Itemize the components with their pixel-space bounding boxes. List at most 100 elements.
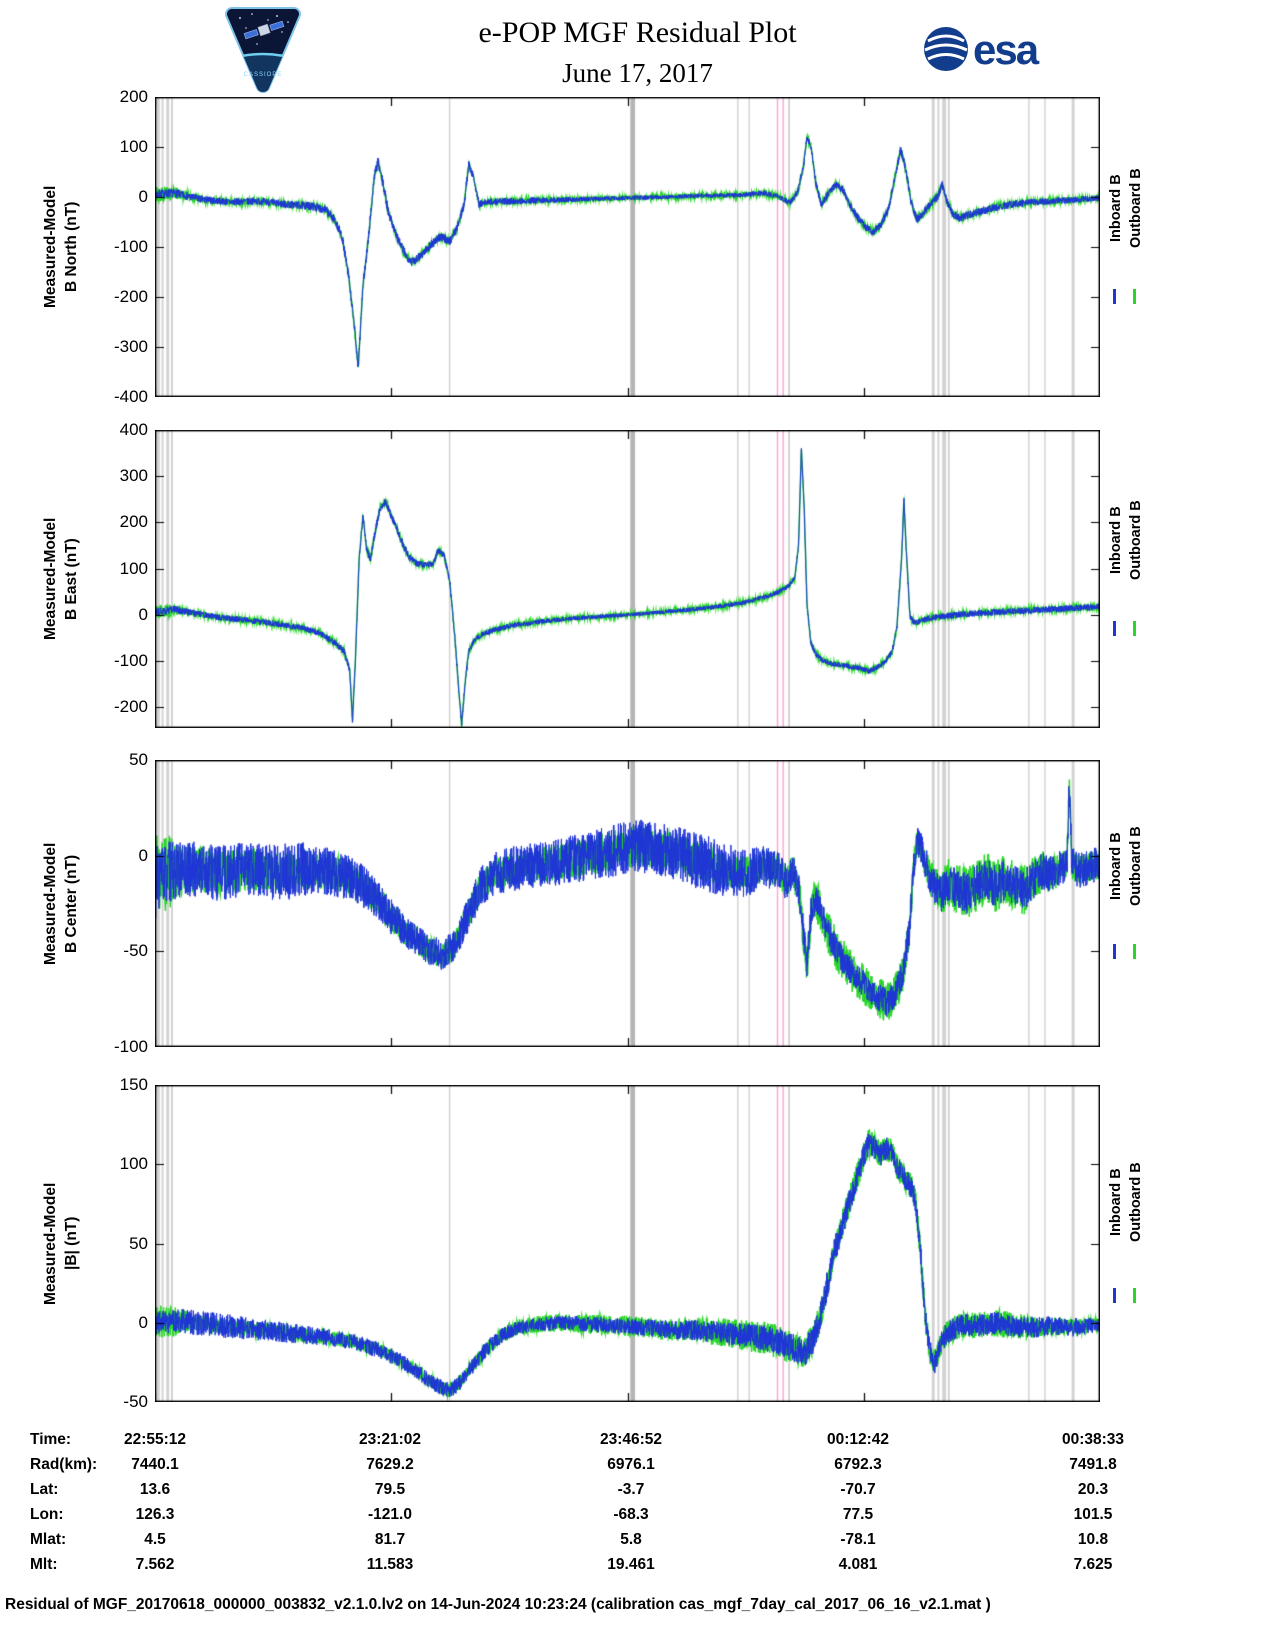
plot-canvas-3 — [155, 760, 1100, 1047]
footer-cell: 19.461 — [607, 1556, 655, 1573]
plot-canvas-1 — [155, 97, 1100, 397]
footer-cell: 5.8 — [620, 1531, 642, 1548]
footer-row-label-lat: Lat: — [30, 1481, 59, 1498]
y-tick-label: 200 — [119, 512, 148, 532]
y-axis-label-line: Measured-Model — [42, 185, 59, 309]
plot-panel-2 — [155, 430, 1100, 728]
y-tick-label: 100 — [119, 137, 148, 156]
y-axis-label: Measured-Model B East (nT) — [40, 430, 82, 728]
y-axis-label-line: B Center (nT) — [63, 854, 80, 953]
footer-row-label-radkm: Rad(km): — [30, 1456, 98, 1473]
legend-outboard-mark — [1133, 943, 1136, 959]
y-tick-label: 150 — [119, 1075, 148, 1094]
esa-wordmark: esa — [973, 26, 1040, 73]
footer-cell: 11.583 — [366, 1556, 414, 1573]
y-axis-label-line: B North (nT) — [63, 201, 80, 293]
y-tick-label: -50 — [123, 1392, 148, 1411]
legend-outboard-label: Outboard B — [1128, 500, 1144, 581]
legend-inboard-label: Inboard B — [1108, 174, 1124, 242]
y-tick-label: -100 — [113, 237, 148, 256]
legend-inboard-mark — [1113, 289, 1116, 304]
footer-cell: 00:38:33 — [1061, 1431, 1125, 1448]
cassiope-satellite-icon — [243, 20, 285, 40]
y-tick-label: 50 — [129, 1233, 148, 1253]
footer-cell: 6792.3 — [834, 1456, 882, 1473]
y-axis-label: Measured-Model B Center (nT) — [40, 760, 82, 1047]
plot-panel-1 — [155, 97, 1100, 397]
y-axis-label-line: Measured-Model — [42, 1182, 59, 1305]
footer-cell: -68.3 — [613, 1506, 649, 1523]
footer-cell: 7629.2 — [366, 1456, 414, 1473]
legend-outboard-mark — [1133, 289, 1136, 304]
legend-inboard-label: Inboard B — [1108, 1168, 1124, 1237]
legend-inboard-mark — [1113, 620, 1116, 636]
legend-outboard-label: Outboard B — [1128, 826, 1144, 907]
footer-row-label-lon: Lon: — [30, 1506, 64, 1523]
footer-cell: 23:21:02 — [358, 1431, 422, 1448]
y-tick-label: 400 — [119, 420, 148, 439]
footer-cell: 4.5 — [144, 1531, 166, 1548]
title-block: e-POP MGF Residual Plot June 17, 2017 — [0, 16, 1275, 89]
footer-cell: 00:12:42 — [826, 1431, 890, 1448]
y-axis-label: Measured-Model B North (nT) — [40, 97, 82, 397]
footer-row-label-mlt: Mlt: — [30, 1556, 58, 1573]
y-tick-label: 200 — [119, 87, 148, 106]
footer-cell: 7.625 — [1073, 1556, 1113, 1573]
footer-cell: 81.7 — [374, 1531, 406, 1548]
legend-outboard-mark — [1133, 1287, 1136, 1303]
footer-cell: -78.1 — [840, 1531, 876, 1548]
y-tick-label: 0 — [138, 1312, 148, 1332]
y-tick-label: 50 — [129, 750, 148, 769]
y-tick-label: -50 — [123, 941, 148, 961]
y-tick-label: 0 — [138, 604, 148, 624]
footer-row-label-time: Time: — [30, 1431, 72, 1448]
y-tick-label: 300 — [119, 466, 148, 486]
y-tick-label: 100 — [119, 558, 148, 578]
footer-cell: -3.7 — [617, 1481, 645, 1498]
y-tick-label: -100 — [113, 651, 148, 670]
esa-logo: esa — [924, 26, 1042, 73]
y-tick-label: -200 — [113, 697, 148, 717]
footer-cell: 13.6 — [139, 1481, 171, 1498]
y-tick-label: 0 — [138, 187, 148, 206]
y-axis-label-line: B East (nT) — [63, 538, 80, 620]
footer-cell: 7491.8 — [1069, 1456, 1117, 1473]
page-subtitle: June 17, 2017 — [562, 58, 713, 88]
footer-cell: 7440.1 — [131, 1456, 179, 1473]
legend-inboard-label: Inboard B — [1108, 832, 1124, 901]
plot-panel-3 — [155, 760, 1100, 1047]
y-tick-label: 100 — [119, 1154, 148, 1174]
y-axis-label-line: |B| (nT) — [63, 1216, 80, 1271]
legend-outboard-mark — [1133, 620, 1136, 636]
page-title: e-POP MGF Residual Plot — [478, 16, 797, 49]
footer-cell: 7.562 — [135, 1556, 175, 1573]
footer-cell: 4.081 — [838, 1556, 878, 1573]
y-tick-label: 0 — [138, 845, 148, 865]
footer-cell: -121.0 — [368, 1506, 412, 1523]
y-axis-label: Measured-Model |B| (nT) — [40, 1085, 82, 1402]
y-tick-label: -400 — [113, 387, 148, 406]
footer-cell: 10.8 — [1077, 1531, 1109, 1548]
y-axis-label-line: Measured-Model — [42, 517, 59, 641]
cassiope-logo: CASSIOPE — [225, 7, 301, 93]
legend-outboard-label: Outboard B — [1128, 168, 1144, 248]
footer-cell: 126.3 — [135, 1506, 175, 1523]
y-tick-label: -100 — [113, 1037, 148, 1056]
footer-cell: 101.5 — [1073, 1506, 1113, 1523]
footer-cell: 22:55:12 — [123, 1431, 187, 1448]
footer-cell: 23:46:52 — [599, 1431, 663, 1448]
footer-cell: -70.7 — [840, 1481, 876, 1498]
y-tick-label: -200 — [113, 287, 148, 306]
plot-panel-4 — [155, 1085, 1100, 1402]
y-axis-label-line: Measured-Model — [42, 842, 59, 965]
caption: Residual of MGF_20170618_000000_003832_v… — [5, 1596, 991, 1613]
footer-row-label-mlat: Mlat: — [30, 1531, 67, 1548]
footer-cell: 77.5 — [842, 1506, 874, 1523]
footer-cell: 79.5 — [374, 1481, 406, 1498]
cassiope-label: CASSIOPE — [244, 72, 283, 78]
legend-inboard-mark — [1113, 1287, 1116, 1303]
footer-cell: 20.3 — [1077, 1481, 1109, 1498]
legend-inboard-mark — [1113, 943, 1116, 959]
legend-outboard-label: Outboard B — [1128, 1162, 1144, 1243]
